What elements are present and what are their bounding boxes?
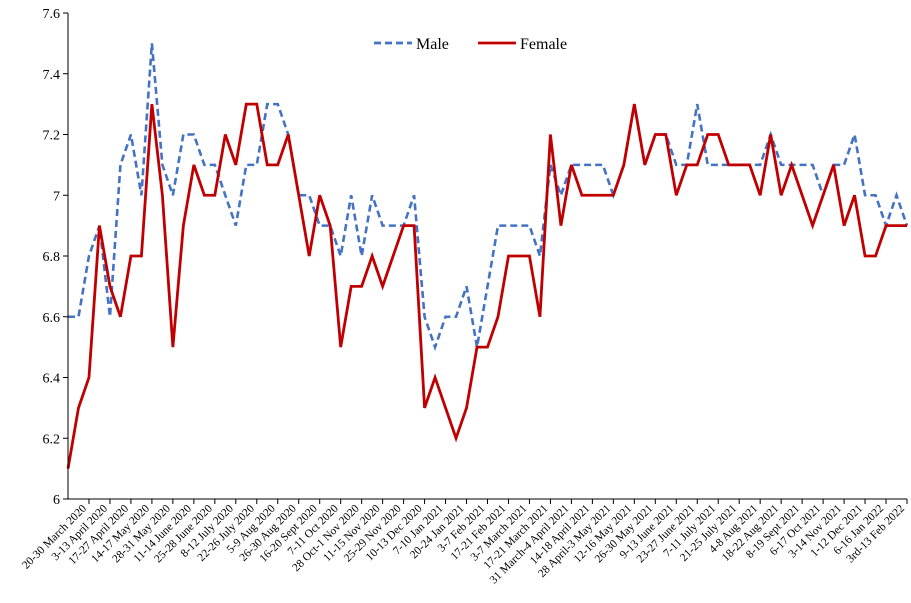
y-tick-label: 7.6: [43, 7, 61, 22]
y-tick-label: 7.4: [43, 68, 61, 83]
y-tick-label: 6.4: [43, 372, 61, 387]
y-tick-label: 6.2: [43, 432, 61, 447]
y-tick-label: 6.8: [43, 250, 61, 265]
y-tick-label: 6: [53, 493, 60, 508]
series-line-female: [66, 102, 907, 469]
legend: Male Female: [374, 36, 567, 53]
series-line-male: [68, 43, 909, 352]
y-axis-ticks: 6 6.2 6.4 6.6 6.8 7 7.2 7.4 7.6: [43, 7, 68, 508]
legend-label-male: Male: [416, 36, 449, 53]
y-tick-label: 7: [53, 189, 60, 204]
legend-label-female: Female: [520, 36, 567, 53]
y-tick-label: 7.2: [43, 129, 61, 144]
y-tick-label: 6.6: [43, 311, 61, 326]
series-layer: [66, 43, 909, 469]
